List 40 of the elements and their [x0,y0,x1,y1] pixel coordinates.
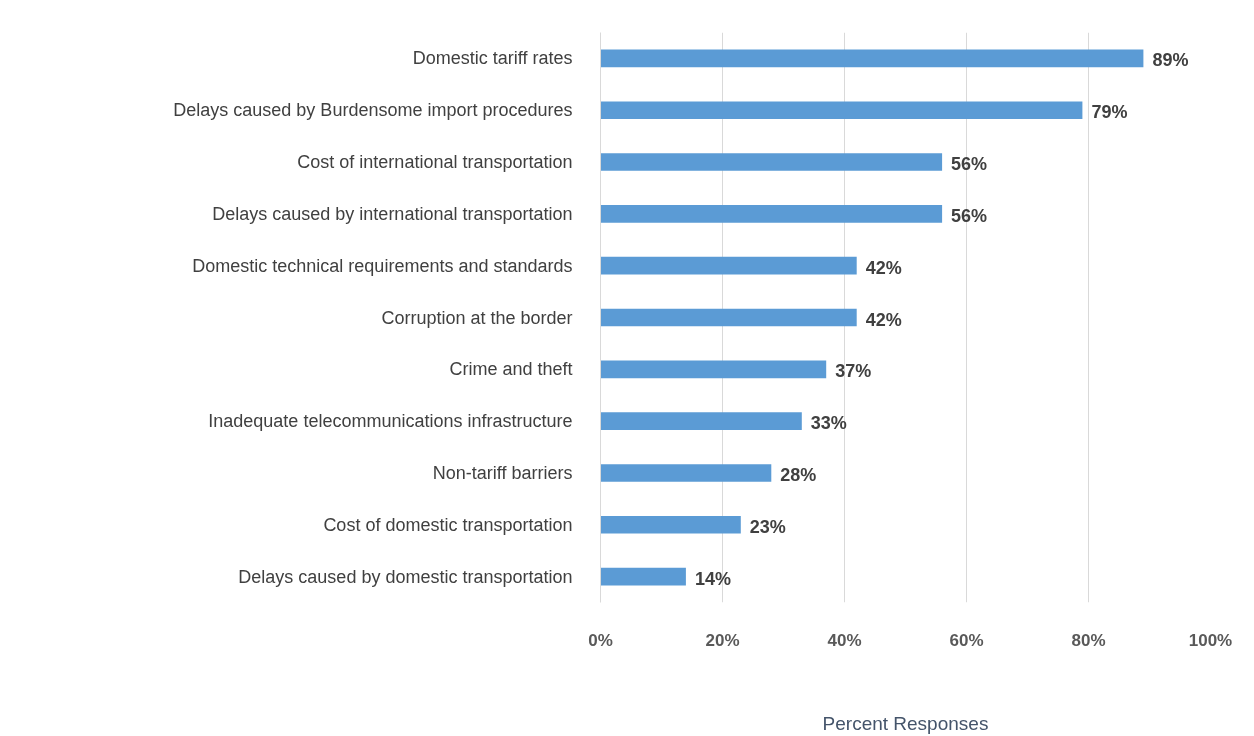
bar [600,205,943,223]
data-label: 89% [1152,50,1189,71]
y-tick-label: Crime and theft [449,359,573,380]
bar [600,49,1144,68]
x-tick-label: 80% [1071,630,1106,650]
y-tick-label: Delays caused by domestic transportation [238,566,573,587]
data-label: 14% [694,568,731,589]
x-tick-label: 60% [949,630,984,650]
y-tick-label: Corruption at the border [381,307,573,328]
data-label: 42% [865,257,902,278]
data-label: 56% [951,154,988,175]
x-tick-label: 40% [827,630,862,650]
bar [600,101,1083,120]
x-tick-label: 100% [1188,630,1233,650]
y-tick-label: Cost of domestic transportation [323,514,573,535]
bar [600,153,943,171]
data-label: 79% [1091,102,1128,123]
y-tick-label: Domestic tariff rates [412,48,573,69]
x-tick-label: 20% [705,630,740,650]
data-label: 23% [749,516,786,537]
y-tick-label: Inadequate telecommunications infrastructure [208,411,573,432]
y-tick-label: Non-tariff barriers [432,462,573,483]
x-axis-title: Percent Responses [822,712,989,734]
bar [600,412,802,430]
y-tick-label: Delays caused by Burdensome import procedures [173,100,573,121]
y-tick-label: Cost of international transportation [297,152,573,173]
bar [600,464,772,482]
y-tick-label: Domestic technical requirements and standards [192,255,573,276]
data-label: 56% [951,205,988,226]
y-tick-label: Delays caused by international transportation [212,203,573,224]
data-label: 37% [835,361,872,382]
bar [600,567,686,586]
bar [600,308,857,327]
bar [600,256,857,275]
data-label: 33% [810,413,847,434]
x-tick-label: 0% [588,630,613,650]
data-label: 28% [780,464,817,485]
bar [600,515,741,534]
bar [600,360,827,379]
data-label: 42% [865,309,902,330]
